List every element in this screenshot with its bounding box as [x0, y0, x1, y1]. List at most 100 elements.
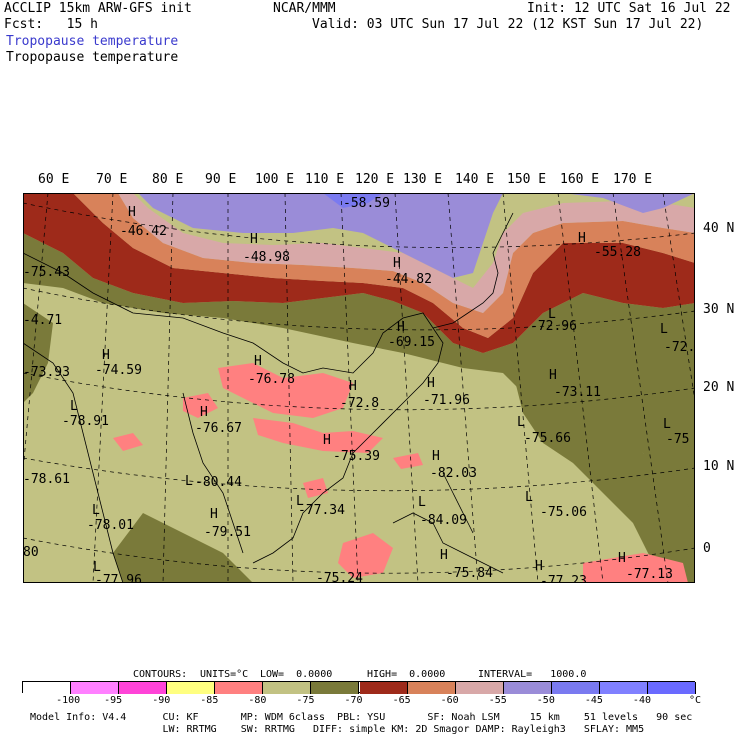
- graticule: [23, 193, 695, 583]
- model-title: ACCLIP 15km ARW-GFS init: [4, 1, 192, 16]
- colorbar-swatch: [503, 682, 552, 694]
- colorbar-swatch: [551, 682, 600, 694]
- high-marker: H: [397, 320, 405, 335]
- high-marker: H: [250, 232, 258, 247]
- latitude-label: 10 N: [703, 459, 735, 474]
- extremum-value: -73.93: [23, 365, 70, 380]
- colorbar-tick-label: -85: [200, 695, 219, 706]
- high-marker: H: [578, 231, 586, 246]
- forecast-hour: Fcst: 15 h: [4, 17, 98, 32]
- extremum-value: -77.96: [95, 573, 142, 583]
- extremum-value: -78.01: [87, 518, 134, 533]
- longitude-label: 130 E: [403, 172, 443, 187]
- colorbar-swatch: [167, 682, 216, 694]
- colorbar-swatch: [407, 682, 456, 694]
- latitude-label: 30 N: [703, 302, 735, 317]
- low-marker: L: [548, 307, 556, 322]
- extremum-value: -72.8: [340, 396, 379, 411]
- extremum-value: -72.: [664, 340, 695, 355]
- colorbar-tick-label: -75: [296, 695, 315, 706]
- extremum-value: -78.91: [62, 414, 109, 429]
- high-marker: H: [349, 379, 357, 394]
- colorbar-tick-label: -100: [56, 695, 81, 706]
- colorbar-tick-label: -65: [392, 695, 411, 706]
- extremum-value: -58.59: [343, 196, 390, 211]
- colorbar-swatch: [263, 682, 312, 694]
- colorbar-tick-label: -60: [440, 695, 459, 706]
- extremum-value: -75.66: [524, 431, 571, 446]
- shade-olive-south: [113, 513, 253, 583]
- extremum-value: -75.43: [23, 265, 70, 280]
- colorbar-tick-label: -95: [104, 695, 123, 706]
- longitude-label: 60 E: [38, 172, 70, 187]
- extremum-value: -74.59: [95, 363, 142, 378]
- high-marker: H: [128, 205, 136, 220]
- shade-minus-85-to-minus-80: [113, 363, 688, 583]
- extremum-value: -75.24: [316, 571, 363, 583]
- extremum-value: -75.84: [446, 566, 493, 581]
- extremum-value: -46.42: [120, 224, 167, 239]
- longitude-label: 170 E: [613, 172, 653, 187]
- colorbar: [22, 681, 696, 694]
- longitude-label: 70 E: [96, 172, 128, 187]
- field-title-primary: Tropopause temperature: [6, 34, 179, 49]
- extremum-value: -75: [666, 432, 689, 447]
- shade-minus-55-to-minus-50: [118, 193, 695, 313]
- colorbar-unit: °C: [689, 695, 702, 706]
- low-marker: L: [525, 490, 533, 505]
- extremum-value: -55.28: [594, 245, 641, 260]
- organization: NCAR/MMM: [273, 1, 336, 16]
- extremum-value: -76.67: [195, 421, 242, 436]
- high-marker: H: [535, 559, 543, 574]
- longitude-label: 150 E: [507, 172, 547, 187]
- colorbar-swatch: [71, 682, 120, 694]
- longitude-label: 110 E: [305, 172, 345, 187]
- high-marker: H: [549, 368, 557, 383]
- valid-time: Valid: 03 UTC Sun 17 Jul 22 (12 KST Sun …: [312, 17, 704, 32]
- low-marker: L: [660, 322, 668, 337]
- extremum-value: -69.15: [388, 335, 435, 350]
- colorbar-swatch: [599, 682, 648, 694]
- colorbar-tick-label: -45: [584, 695, 603, 706]
- extrema-annotations: H-46.42-58.59H-48.98 H-44.82H-55.28-75.43…: [23, 196, 695, 583]
- colorbar-tick-label: -55: [488, 695, 507, 706]
- high-marker: H: [618, 551, 626, 566]
- latitude-label: 40 N: [703, 221, 735, 236]
- contour-high: HIGH= 0.0000: [367, 669, 446, 680]
- colorbar-tick-label: -40: [632, 695, 651, 706]
- coastlines: [23, 212, 514, 583]
- high-marker: H: [210, 507, 218, 522]
- low-marker: L: [93, 560, 101, 575]
- extremum-value: -79.51: [204, 525, 251, 540]
- extremum-value: -80.44: [195, 475, 242, 490]
- high-marker: H: [427, 376, 435, 391]
- high-marker: H: [200, 405, 208, 420]
- longitude-label: 100 E: [255, 172, 295, 187]
- low-marker: L: [418, 495, 426, 510]
- latitude-label: 0: [703, 541, 711, 556]
- high-marker: H: [432, 449, 440, 464]
- extremum-value: -72.96: [530, 319, 577, 334]
- contour-label: CONTOURS:: [133, 669, 188, 680]
- longitude-label: 80 E: [152, 172, 184, 187]
- extremum-value: -76.78: [248, 372, 295, 387]
- shade-lavender-northeast: [563, 193, 695, 213]
- contour-interval: INTERVAL= 1000.0: [478, 669, 587, 680]
- high-marker: H: [323, 433, 331, 448]
- shade-olive-east: [513, 363, 695, 583]
- extremum-value: -75.06: [540, 505, 587, 520]
- high-marker: H: [440, 548, 448, 563]
- low-marker: L: [663, 417, 671, 432]
- extremum-value: -78.61: [23, 472, 70, 487]
- shade-blue-north: [323, 193, 383, 208]
- colorbar-tick-label: -70: [344, 695, 363, 706]
- colorbar-swatch: [215, 682, 264, 694]
- contour-low: LOW= 0.0000: [260, 669, 333, 680]
- low-marker: L: [92, 503, 100, 518]
- high-marker: H: [254, 354, 262, 369]
- extremum-value: -48.98: [243, 250, 290, 265]
- colorbar-swatch: [359, 682, 408, 694]
- longitude-label: 120 E: [355, 172, 395, 187]
- init-time: Init: 12 UTC Sat 16 Jul 22: [527, 1, 731, 16]
- latitude-label: 20 N: [703, 380, 735, 395]
